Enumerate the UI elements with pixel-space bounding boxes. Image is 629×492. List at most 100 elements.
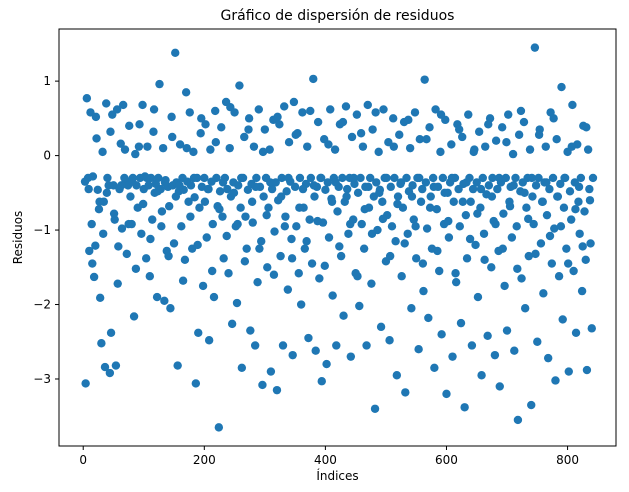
data-point bbox=[97, 339, 106, 348]
data-point bbox=[488, 173, 497, 183]
data-point bbox=[547, 259, 557, 268]
data-point bbox=[542, 210, 552, 220]
data-point bbox=[509, 181, 518, 190]
data-point bbox=[85, 246, 94, 256]
data-point bbox=[198, 281, 208, 291]
data-point bbox=[106, 127, 115, 136]
data-point bbox=[204, 184, 213, 194]
data-point bbox=[194, 328, 203, 338]
data-point bbox=[389, 142, 399, 151]
data-point bbox=[455, 222, 464, 231]
data-point bbox=[251, 182, 260, 192]
data-point bbox=[531, 249, 540, 259]
data-point bbox=[497, 123, 507, 132]
data-point bbox=[217, 123, 226, 132]
data-point bbox=[298, 108, 307, 117]
data-point bbox=[346, 219, 355, 229]
data-point bbox=[478, 173, 487, 183]
data-point bbox=[534, 173, 543, 183]
data-point bbox=[353, 188, 363, 198]
data-point bbox=[317, 377, 326, 386]
data-point bbox=[211, 106, 220, 116]
data-point bbox=[458, 132, 467, 142]
data-point bbox=[283, 285, 293, 294]
data-point bbox=[250, 341, 260, 350]
data-point bbox=[577, 286, 587, 296]
data-point bbox=[415, 135, 425, 144]
data-point bbox=[149, 105, 159, 114]
data-point bbox=[461, 210, 471, 220]
data-point bbox=[557, 82, 566, 92]
data-point bbox=[201, 120, 210, 129]
data-point bbox=[232, 298, 242, 308]
data-point bbox=[284, 173, 293, 183]
data-point bbox=[479, 229, 489, 238]
data-point bbox=[436, 110, 446, 119]
x-tick-label: 200 bbox=[193, 453, 216, 467]
data-point bbox=[88, 172, 98, 181]
data-point bbox=[218, 212, 227, 221]
data-point bbox=[219, 254, 228, 263]
data-point bbox=[171, 192, 181, 201]
data-point bbox=[500, 281, 509, 291]
data-point bbox=[447, 140, 456, 149]
data-point bbox=[494, 173, 504, 183]
data-point bbox=[481, 142, 490, 151]
data-point bbox=[259, 192, 268, 201]
data-point bbox=[275, 120, 284, 129]
data-point bbox=[418, 259, 428, 268]
data-point bbox=[502, 137, 511, 147]
data-point bbox=[563, 259, 573, 268]
data-point bbox=[385, 251, 395, 261]
data-point bbox=[93, 185, 102, 195]
data-point bbox=[131, 264, 141, 273]
data-point bbox=[536, 239, 546, 248]
data-point bbox=[126, 192, 135, 201]
data-point bbox=[490, 350, 500, 360]
data-point bbox=[528, 192, 537, 201]
data-point bbox=[511, 173, 520, 183]
data-point bbox=[409, 215, 418, 224]
data-point bbox=[454, 125, 464, 134]
data-point bbox=[363, 100, 372, 110]
data-point bbox=[229, 188, 239, 198]
data-point bbox=[393, 199, 402, 209]
data-point bbox=[436, 147, 445, 157]
data-point bbox=[425, 203, 435, 212]
data-point bbox=[169, 239, 179, 248]
data-point bbox=[173, 361, 182, 370]
data-point bbox=[144, 181, 153, 190]
data-point bbox=[422, 135, 431, 144]
points-layer bbox=[80, 43, 598, 432]
data-point bbox=[525, 145, 535, 154]
data-point bbox=[549, 114, 558, 123]
data-point bbox=[98, 147, 107, 157]
data-point bbox=[543, 353, 553, 363]
data-point bbox=[215, 205, 224, 214]
data-point bbox=[191, 379, 201, 388]
data-point bbox=[145, 272, 155, 281]
data-point bbox=[575, 229, 584, 238]
data-point bbox=[379, 105, 388, 114]
data-point bbox=[365, 173, 375, 183]
data-point bbox=[125, 121, 134, 130]
data-point bbox=[94, 205, 104, 214]
data-point bbox=[487, 192, 497, 201]
data-point bbox=[102, 188, 112, 198]
data-point bbox=[538, 197, 547, 206]
data-point bbox=[539, 289, 548, 298]
data-point bbox=[522, 203, 531, 212]
data-point bbox=[391, 237, 400, 246]
data-point bbox=[473, 292, 483, 302]
data-point bbox=[435, 266, 444, 276]
data-point bbox=[510, 346, 519, 355]
data-point bbox=[499, 209, 508, 218]
data-point bbox=[248, 218, 257, 227]
data-point bbox=[396, 178, 406, 187]
data-point bbox=[95, 293, 105, 303]
data-point bbox=[483, 331, 492, 340]
data-point bbox=[244, 125, 253, 134]
data-point bbox=[265, 145, 274, 154]
data-point bbox=[155, 79, 164, 89]
data-point bbox=[240, 257, 250, 266]
